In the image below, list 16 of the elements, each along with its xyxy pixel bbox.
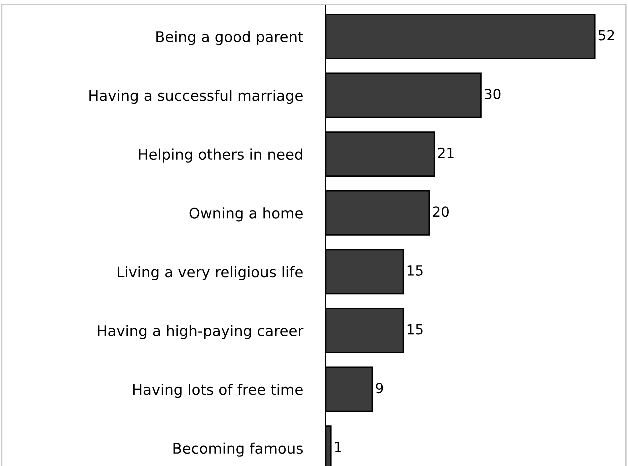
data-label: 9 [376,383,384,394]
data-label: 21 [438,148,454,158]
y-tick-label: Having lots of free time [133,384,303,398]
data-label: 1 [335,442,342,452]
y-tick-label: Being a good parent [156,31,304,46]
y-tick-label: Becoming famous [174,442,303,457]
data-label: 20 [433,206,449,218]
y-tick-label: Having a successful marriage [90,90,303,104]
data-label: 52 [598,30,614,41]
y-tick-label: Living a very religious life [118,266,303,281]
data-label: 15 [408,324,423,335]
y-tick-label: Having a high-paying career [98,325,304,340]
data-label: 30 [485,89,501,100]
data-label: 15 [408,266,423,276]
y-tick-label: Owning a home [190,208,303,222]
y-tick-label: Helping others in need [139,148,302,163]
